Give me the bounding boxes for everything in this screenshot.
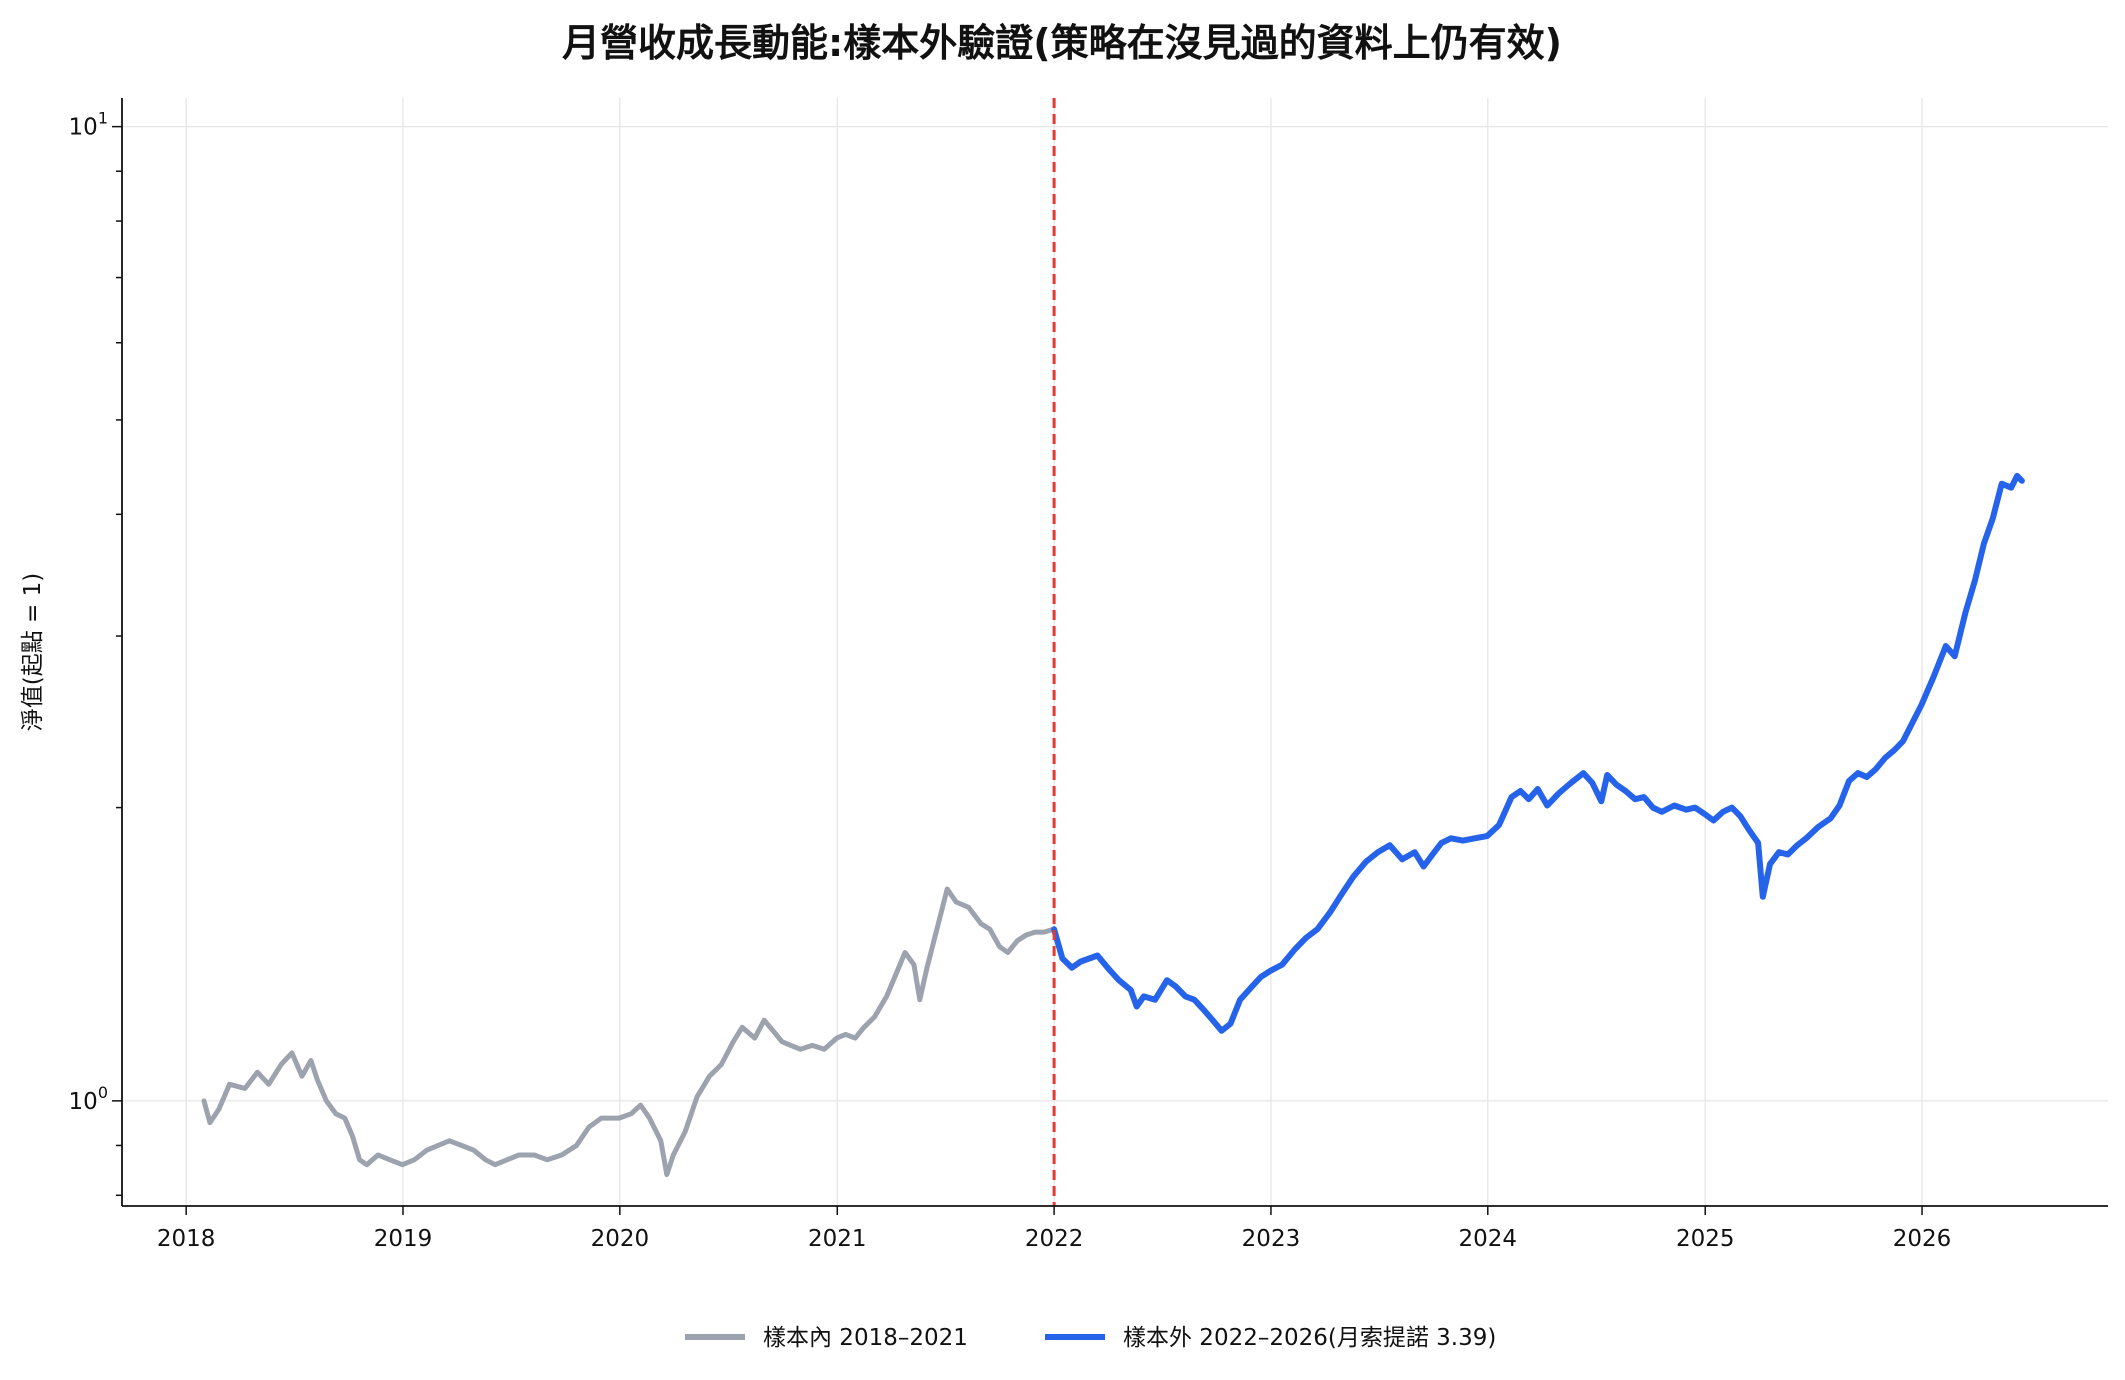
x-tick-label: 2025 (1676, 1226, 1735, 1252)
x-tick-label: 2018 (157, 1226, 216, 1252)
series-line-2 (1051, 472, 2025, 1034)
y-tick-exponent: 0 (98, 1083, 108, 1102)
x-tick-label: 2019 (374, 1226, 433, 1252)
y-tick-label: 100 (69, 1083, 108, 1115)
grid (122, 98, 2108, 1206)
x-tick-label: 2026 (1893, 1226, 1952, 1252)
x-tick-label: 2022 (1025, 1226, 1084, 1252)
legend: 樣本內 2018–2021 樣本外 2022–2026(月索提諾 3.39) (685, 1325, 1496, 1351)
y-tick-label: 101 (69, 109, 108, 141)
y-tick-base: 10 (69, 1089, 98, 1115)
chart-title: 月營收成長動能:樣本外驗證(策略在沒見過的資料上仍有效) (562, 21, 1562, 65)
axes: 2018 2019 2020 2021 2022 2023 2024 2025 20261001… (69, 98, 2108, 1252)
series-lines (201, 472, 2025, 1178)
x-tick-label: 2024 (1459, 1226, 1518, 1252)
y-tick-base: 10 (69, 115, 98, 141)
x-tick-label: 2023 (1242, 1226, 1301, 1252)
legend-label-1: 樣本內 2018–2021 (763, 1325, 968, 1351)
y-tick-exponent: 1 (98, 109, 108, 128)
series-line-1 (201, 886, 1056, 1178)
legend-label-2: 樣本外 2022–2026(月索提諾 3.39) (1123, 1325, 1496, 1351)
x-tick-label: 2021 (808, 1226, 867, 1252)
y-axis-label: 淨值(起點 = 1) (20, 573, 46, 731)
x-tick-label: 2020 (591, 1226, 650, 1252)
